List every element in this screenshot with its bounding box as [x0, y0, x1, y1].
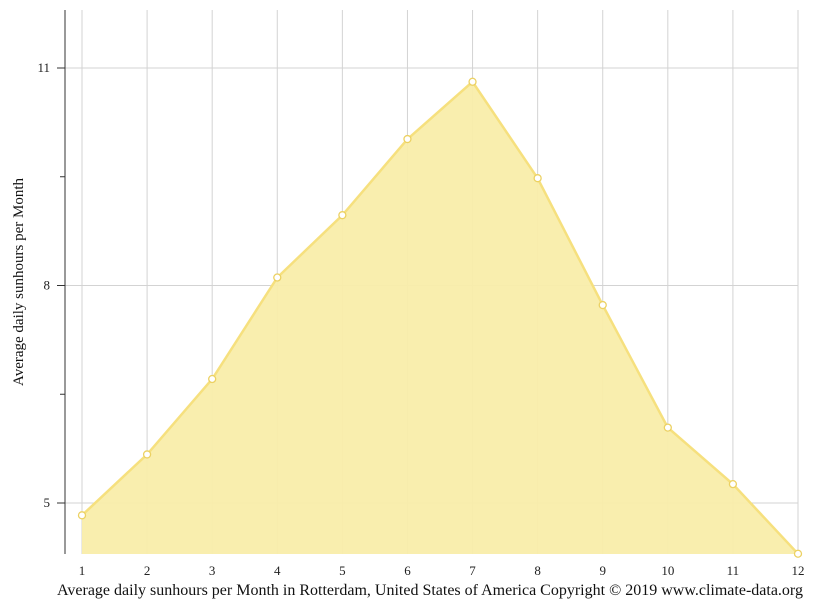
data-point — [533, 174, 542, 183]
chart-caption: Average daily sunhours per Month in Rott… — [57, 582, 803, 599]
y-tick-label: 5 — [44, 495, 51, 510]
x-tick-label: 8 — [534, 563, 541, 578]
series-line — [81, 79, 799, 555]
data-point — [77, 511, 87, 520]
x-tick-label: 6 — [404, 563, 411, 578]
data-point — [338, 211, 347, 220]
x-tick-label: 1 — [79, 563, 86, 578]
data-point — [598, 300, 607, 310]
x-tick-label: 7 — [469, 563, 476, 578]
data-point — [403, 134, 412, 144]
x-tick-label: 10 — [661, 563, 674, 578]
x-tick-label: 4 — [274, 563, 281, 578]
data-point — [793, 549, 803, 558]
y-tick-label: 8 — [44, 278, 51, 293]
data-points — [77, 77, 803, 558]
x-tick-labels: 1 2 3 4 5 6 7 8 9 10 11 12 — [79, 563, 805, 578]
x-tick-label: 9 — [599, 563, 606, 578]
x-tick-label: 2 — [144, 563, 151, 578]
y-tick-labels: 5 8 11 — [37, 60, 50, 510]
data-point — [142, 450, 152, 459]
area-fill — [82, 81, 798, 555]
data-point — [728, 479, 738, 489]
x-tick-label: 5 — [339, 563, 346, 578]
y-axis-title: Average daily sunhours per Month — [11, 178, 27, 387]
data-point — [208, 374, 217, 384]
data-point — [273, 273, 282, 282]
x-tick-label: 3 — [209, 563, 216, 578]
y-tick-label: 11 — [37, 60, 50, 75]
data-point — [468, 77, 477, 86]
x-tick-label: 12 — [792, 563, 805, 578]
data-point — [663, 423, 672, 432]
axes — [57, 10, 66, 554]
x-tick-label: 11 — [727, 563, 740, 578]
